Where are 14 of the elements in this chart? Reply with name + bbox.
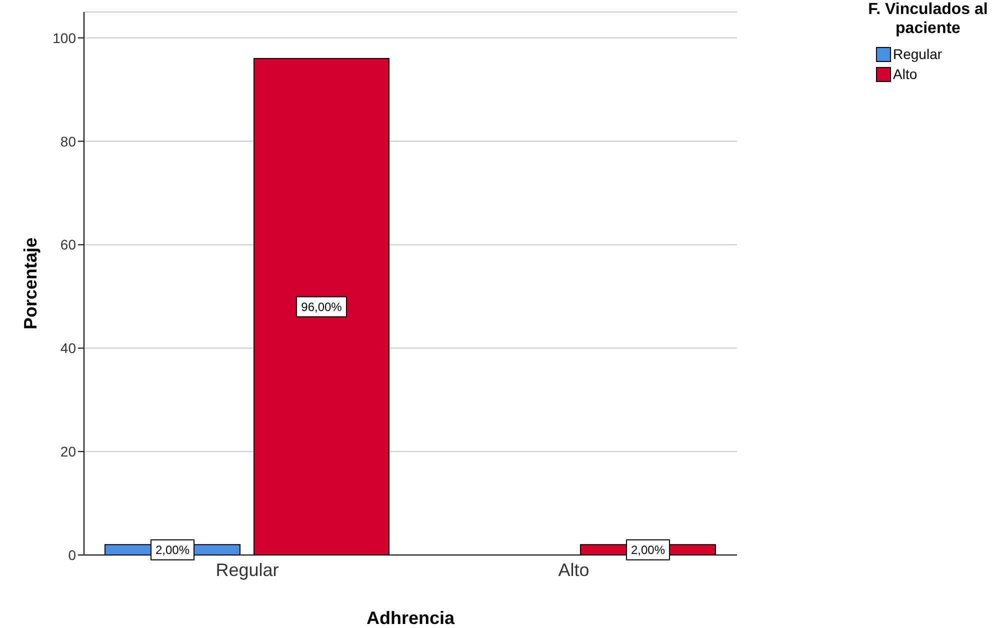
data-label: 96,00% bbox=[301, 300, 342, 314]
data-label: 2,00% bbox=[155, 542, 190, 557]
y-tick-label: 0 bbox=[68, 546, 76, 563]
y-tick-label: 80 bbox=[60, 133, 76, 150]
legend-title: F. Vinculados al paciente bbox=[868, 0, 988, 38]
y-tick-label: 20 bbox=[60, 444, 76, 460]
y-axis-title: Porcentaje bbox=[20, 237, 40, 330]
y-tick-label: 100 bbox=[52, 30, 76, 46]
legend-label: Regular bbox=[893, 46, 942, 62]
y-tick-label: 60 bbox=[60, 236, 76, 253]
data-label: 2,00% bbox=[630, 542, 666, 557]
legend-label: Alto bbox=[893, 66, 918, 82]
x-axis-title: Adhrencia bbox=[366, 608, 456, 628]
y-tick-label: 40 bbox=[60, 340, 76, 356]
